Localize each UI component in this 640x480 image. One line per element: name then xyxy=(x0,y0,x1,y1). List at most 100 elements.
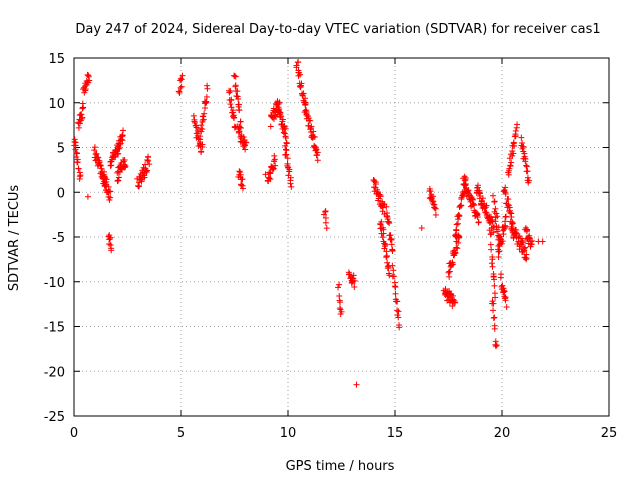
data-point xyxy=(482,209,489,216)
data-point xyxy=(203,93,210,100)
y-tick-label: -15 xyxy=(44,321,65,336)
data-point xyxy=(493,342,500,349)
data-point xyxy=(114,151,121,158)
data-point xyxy=(385,264,392,271)
data-point xyxy=(73,149,80,156)
data-point xyxy=(460,175,467,182)
data-point xyxy=(507,163,514,170)
data-point xyxy=(379,234,386,241)
data-point xyxy=(500,287,507,294)
data-point xyxy=(119,137,126,144)
data-point xyxy=(505,201,512,208)
data-point xyxy=(524,168,531,175)
data-point xyxy=(175,88,182,95)
data-point xyxy=(453,244,460,251)
data-point xyxy=(388,241,395,248)
data-point xyxy=(512,133,519,140)
data-point xyxy=(524,227,531,234)
data-point xyxy=(510,150,517,157)
data-point xyxy=(488,230,495,237)
data-point xyxy=(491,325,498,332)
data-point xyxy=(353,381,360,388)
x-tick-labels: 0 5 10 15 20 25 xyxy=(70,426,617,441)
data-point xyxy=(80,104,87,111)
data-point xyxy=(117,140,124,147)
data-point xyxy=(527,243,534,250)
data-point xyxy=(231,73,238,80)
data-point xyxy=(502,213,509,220)
data-point xyxy=(446,288,453,295)
data-point xyxy=(191,116,198,123)
data-point xyxy=(199,144,206,151)
data-point xyxy=(351,284,358,291)
data-point xyxy=(346,271,353,278)
data-point xyxy=(377,225,384,232)
data-point xyxy=(197,138,204,145)
data-point xyxy=(121,157,128,164)
data-point xyxy=(539,238,546,245)
data-point xyxy=(201,110,208,117)
data-point xyxy=(392,284,399,291)
data-point xyxy=(282,142,289,149)
data-point xyxy=(237,171,244,178)
data-point xyxy=(490,314,497,321)
data-point xyxy=(383,203,390,210)
data-point xyxy=(75,165,82,172)
data-point xyxy=(429,193,436,200)
data-point xyxy=(120,127,127,134)
data-point xyxy=(492,294,499,301)
data-point xyxy=(85,73,92,80)
data-point xyxy=(395,314,402,321)
data-point xyxy=(91,144,98,151)
data-point xyxy=(465,187,472,194)
data-point xyxy=(298,80,305,87)
data-point xyxy=(490,300,497,307)
data-point xyxy=(235,96,242,103)
data-point xyxy=(228,104,235,111)
data-point xyxy=(192,119,199,126)
data-point xyxy=(323,225,330,232)
data-point xyxy=(107,188,114,195)
data-point xyxy=(302,107,309,114)
data-point xyxy=(337,299,344,306)
data-point xyxy=(97,162,104,169)
data-point xyxy=(384,259,391,266)
data-point xyxy=(512,229,519,236)
data-point xyxy=(234,88,241,95)
data-point xyxy=(197,133,204,140)
data-point xyxy=(93,150,100,157)
data-point xyxy=(521,245,528,252)
data-point xyxy=(102,182,109,189)
data-point xyxy=(452,299,459,306)
data-point xyxy=(200,113,207,120)
data-point xyxy=(75,124,82,131)
data-point xyxy=(471,202,478,209)
data-point xyxy=(270,105,277,112)
data-points xyxy=(71,59,546,388)
data-point xyxy=(232,73,239,80)
data-point xyxy=(486,216,493,223)
data-point xyxy=(236,128,243,135)
data-point xyxy=(98,165,105,172)
data-point xyxy=(514,121,521,128)
data-point xyxy=(490,192,497,199)
data-point xyxy=(523,251,530,258)
data-point xyxy=(76,173,83,180)
data-point xyxy=(491,314,498,321)
data-point xyxy=(336,305,343,312)
data-point xyxy=(500,226,507,233)
data-point xyxy=(453,233,460,240)
data-point xyxy=(469,200,476,207)
data-point xyxy=(118,136,125,143)
data-point xyxy=(487,241,494,248)
data-point xyxy=(106,235,113,242)
y-axis-label: SDTVAR / TECUs xyxy=(7,185,22,292)
data-point xyxy=(144,156,151,163)
data-point xyxy=(495,248,502,255)
data-point xyxy=(508,221,515,228)
data-point xyxy=(286,168,293,175)
data-point xyxy=(71,136,78,143)
data-point xyxy=(236,107,243,114)
data-point xyxy=(178,76,185,83)
data-point xyxy=(475,219,482,226)
